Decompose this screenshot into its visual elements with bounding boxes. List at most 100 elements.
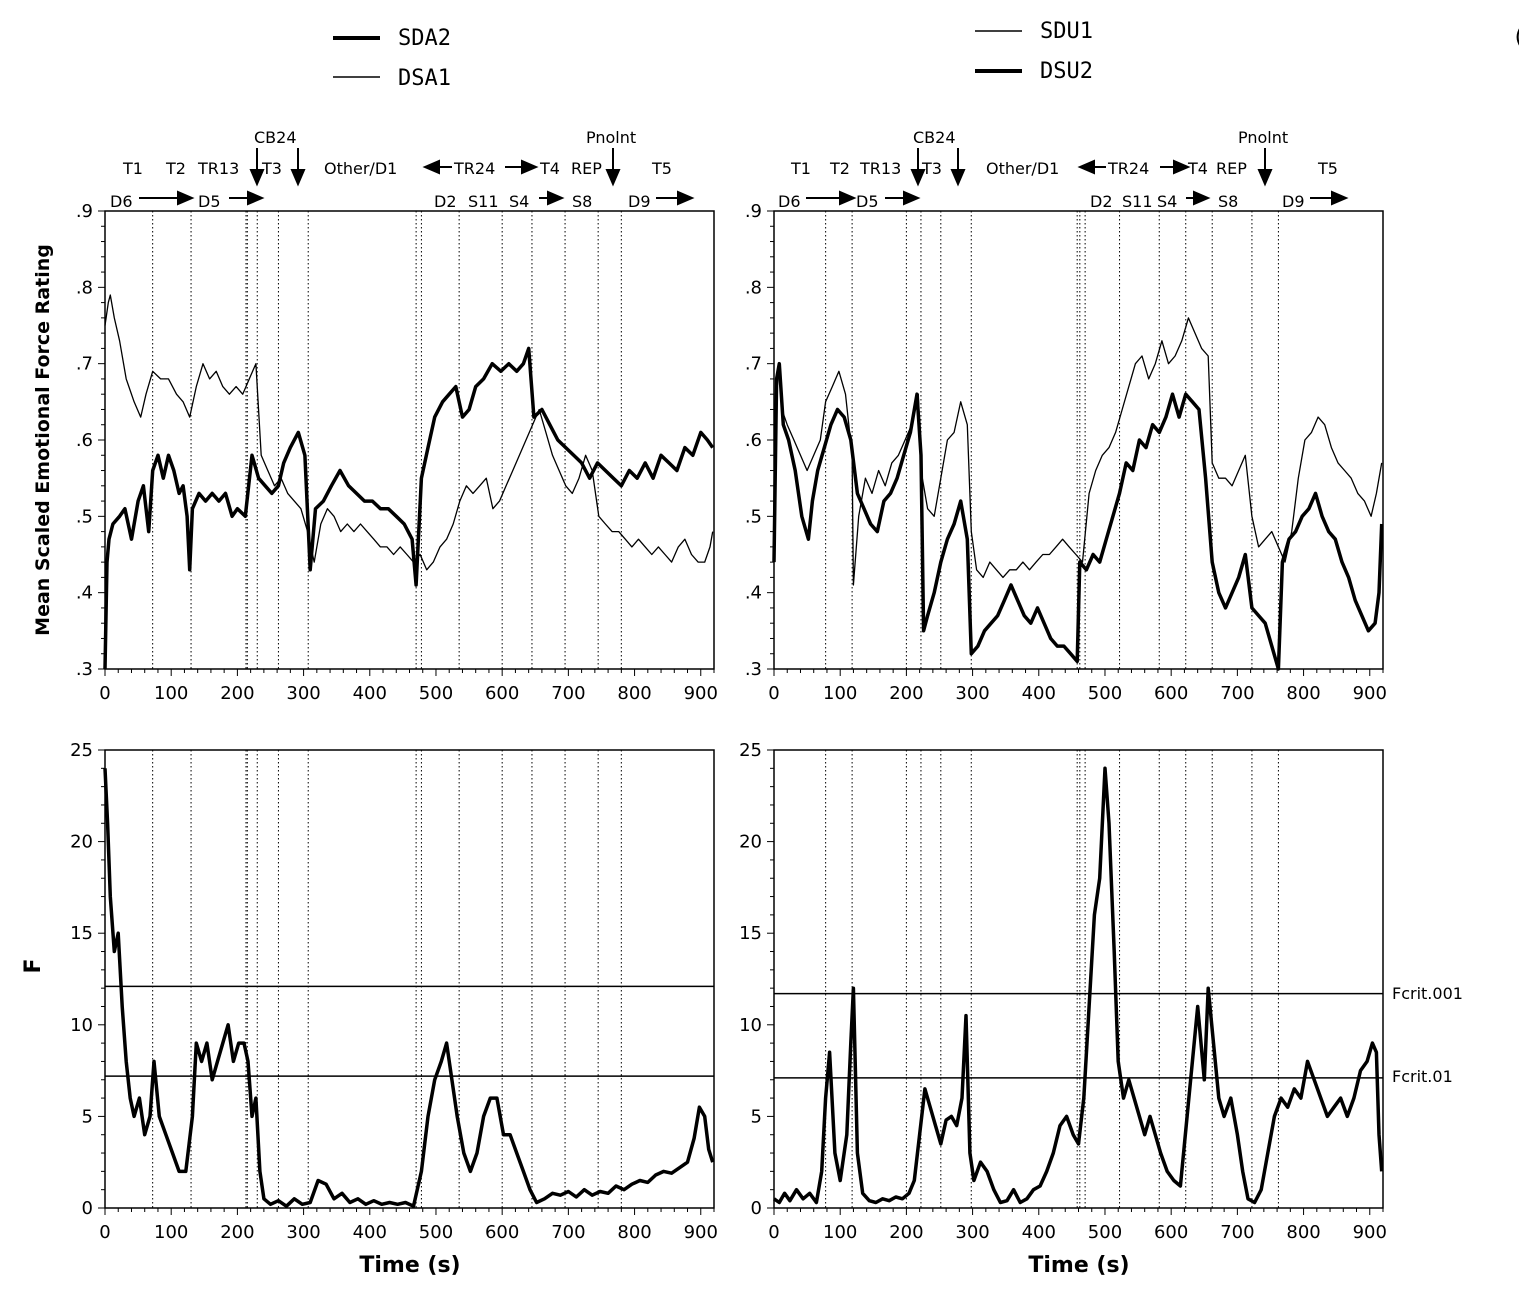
series-line-f bbox=[103, 768, 715, 1208]
legend-label-sdu1: SDU1 bbox=[1040, 19, 1093, 44]
y-tick-label: 15 bbox=[70, 923, 93, 944]
plot-frame bbox=[104, 749, 715, 1209]
corner-mark: ( bbox=[1512, 25, 1519, 50]
event-labels-left: CB24 Pnolnt T1 T2 TR13 T3 Other/D1 TR24 … bbox=[110, 128, 695, 211]
event-label: D5 bbox=[198, 192, 221, 211]
x-tick-label: 800 bbox=[1286, 1222, 1320, 1243]
event-label: T4 bbox=[539, 159, 560, 178]
y-tick-label: .8 bbox=[745, 277, 762, 298]
y-tick-label: 15 bbox=[739, 923, 762, 944]
legend-label-dsu2: DSU2 bbox=[1040, 59, 1093, 84]
y-tick-label: 5 bbox=[82, 1106, 93, 1127]
series-line-sdu1 bbox=[773, 317, 1383, 586]
x-tick-label: 900 bbox=[684, 683, 718, 704]
x-tick-label: 900 bbox=[1353, 1222, 1387, 1243]
y-tick-label: 25 bbox=[70, 740, 93, 761]
x-axis-label-bottom-left: Time (s) bbox=[359, 1253, 460, 1278]
event-label: S8 bbox=[1218, 192, 1238, 211]
x-tick-label: 800 bbox=[617, 1222, 651, 1243]
event-labels-right: CB24 Pnolnt T1 T2 TR13 T3 Other/D1 TR24 … bbox=[778, 128, 1349, 211]
event-label: S11 bbox=[1122, 192, 1153, 211]
y-tick-label: .7 bbox=[745, 354, 762, 375]
x-tick-label: 600 bbox=[1154, 1222, 1188, 1243]
panel-bottom-left: 0 100 200 300 400 500 600 700 800 900 0 5 10 15 20 25 bbox=[70, 740, 718, 1243]
x-tick-label: 400 bbox=[353, 1222, 387, 1243]
event-label: REP bbox=[1216, 159, 1247, 178]
event-label: Other/D1 bbox=[986, 159, 1059, 178]
event-label: D6 bbox=[110, 192, 133, 211]
event-label: Pnolnt bbox=[586, 128, 636, 147]
event-arrows-left bbox=[139, 148, 695, 206]
y-tick-label: .9 bbox=[745, 201, 762, 222]
x-tick-label: 500 bbox=[1088, 683, 1122, 704]
event-label: CB24 bbox=[254, 128, 297, 147]
x-tick-label: 600 bbox=[485, 1222, 519, 1243]
x-tick-label: 300 bbox=[286, 1222, 320, 1243]
x-tick-label: 600 bbox=[485, 683, 519, 704]
x-tick-label: 300 bbox=[286, 683, 320, 704]
x-tick-label: 600 bbox=[1154, 683, 1188, 704]
fcrit-001-label: Fcrit.001 bbox=[1392, 984, 1463, 1003]
x-tick-label: 100 bbox=[154, 683, 188, 704]
legend-right: SDU1 DSU2 bbox=[975, 19, 1093, 84]
x-tick-label: 0 bbox=[768, 1222, 779, 1243]
event-label: Pnolnt bbox=[1238, 128, 1288, 147]
y-tick-label: .4 bbox=[76, 583, 93, 604]
event-label: S8 bbox=[572, 192, 592, 211]
y-tick-label: 20 bbox=[739, 832, 762, 853]
x-tick-label: 0 bbox=[99, 1222, 110, 1243]
y-tick-label: .6 bbox=[745, 430, 762, 451]
y-tick-label: .5 bbox=[745, 506, 762, 527]
series-line-dsu2 bbox=[772, 361, 1384, 671]
x-tick-label: 900 bbox=[684, 1222, 718, 1243]
y-tick-label: .4 bbox=[745, 583, 762, 604]
y-tick-label: 10 bbox=[739, 1015, 762, 1036]
x-tick-label: 300 bbox=[955, 683, 989, 704]
y-tick-label: .3 bbox=[76, 659, 93, 680]
event-label: D2 bbox=[434, 192, 457, 211]
y-axis-label-bottom: F bbox=[21, 958, 46, 973]
y-tick-label: .6 bbox=[76, 430, 93, 451]
event-label: TR24 bbox=[453, 159, 495, 178]
event-label: S4 bbox=[1157, 192, 1177, 211]
x-axis-label-bottom-right: Time (s) bbox=[1028, 1253, 1129, 1278]
panel-top-left: 0 100 200 300 400 500 600 700 800 900 .3 .4 .5 .6 .7 .8… bbox=[76, 201, 718, 704]
event-label: D9 bbox=[1282, 192, 1305, 211]
x-tick-label: 500 bbox=[419, 683, 453, 704]
x-tick-label: 400 bbox=[1022, 1222, 1056, 1243]
event-label: TR13 bbox=[859, 159, 901, 178]
y-tick-label: .7 bbox=[76, 354, 93, 375]
event-arrows-right bbox=[806, 148, 1349, 206]
event-label: REP bbox=[571, 159, 602, 178]
x-tick-label: 200 bbox=[889, 1222, 923, 1243]
y-tick-label: .5 bbox=[76, 506, 93, 527]
x-tick-label: 0 bbox=[768, 683, 779, 704]
y-tick-label: .3 bbox=[745, 659, 762, 680]
legend-left: SDA2 DSA1 bbox=[333, 26, 451, 91]
x-tick-label: 700 bbox=[551, 1222, 585, 1243]
x-tick-label: 400 bbox=[353, 683, 387, 704]
event-label: T2 bbox=[829, 159, 850, 178]
x-tick-label: 800 bbox=[617, 683, 651, 704]
event-label: T4 bbox=[1187, 159, 1208, 178]
event-label: T3 bbox=[261, 159, 282, 178]
y-tick-label: .9 bbox=[76, 201, 93, 222]
legend-label-sda2: SDA2 bbox=[398, 26, 451, 51]
x-tick-label: 200 bbox=[889, 683, 923, 704]
y-tick-label: 5 bbox=[751, 1106, 762, 1127]
series-line-f bbox=[772, 766, 1384, 1205]
fcrit-01-label: Fcrit.01 bbox=[1392, 1067, 1453, 1086]
event-label: S11 bbox=[468, 192, 499, 211]
panel-top-right: 0 100 200 300 400 500 600 700 800 900 .3 .4 .5 .6 .7 .8… bbox=[745, 201, 1387, 704]
event-label: T1 bbox=[790, 159, 811, 178]
y-tick-label: 10 bbox=[70, 1015, 93, 1036]
event-label: TR13 bbox=[197, 159, 239, 178]
x-tick-label: 800 bbox=[1286, 683, 1320, 704]
x-tick-label: 200 bbox=[220, 683, 254, 704]
x-tick-label: 200 bbox=[220, 1222, 254, 1243]
event-label: D9 bbox=[628, 192, 651, 211]
x-tick-label: 0 bbox=[99, 683, 110, 704]
event-label: T1 bbox=[122, 159, 143, 178]
event-label: D6 bbox=[778, 192, 801, 211]
